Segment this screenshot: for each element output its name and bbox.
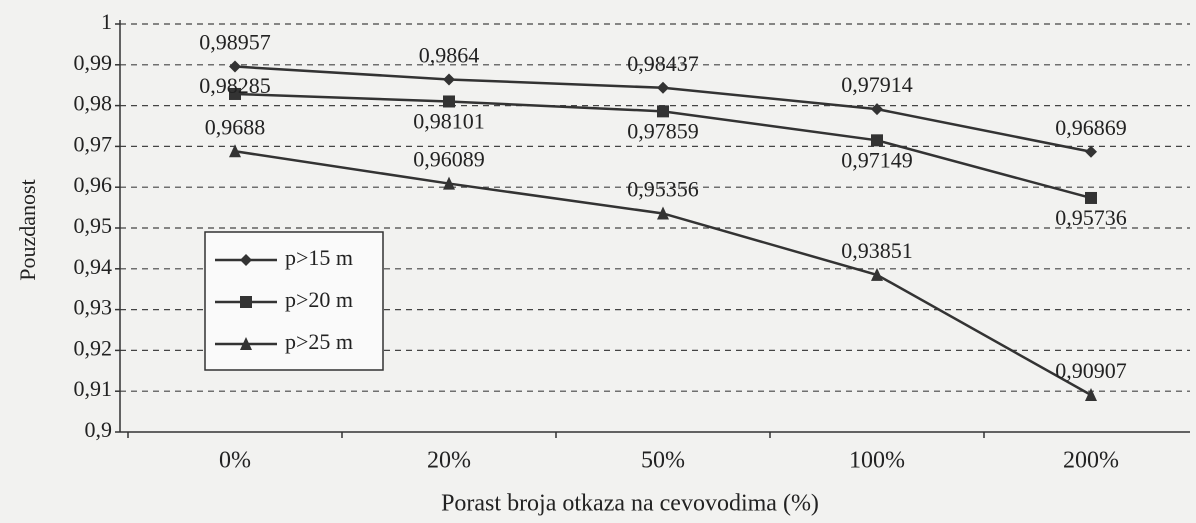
- value-label: 0,9864: [419, 43, 480, 68]
- marker: [240, 337, 252, 350]
- x-tick-label: 200%: [1063, 448, 1119, 474]
- marker: [1085, 145, 1097, 158]
- marker: [443, 176, 455, 190]
- x-tick-label: 50%: [641, 448, 685, 474]
- marker: [657, 105, 669, 118]
- y-tick-label: 0,96: [74, 172, 113, 197]
- x-tick-label: 0%: [219, 448, 251, 474]
- legend-label: p>20 m: [285, 287, 353, 312]
- value-label: 0,98101: [413, 109, 485, 134]
- value-label: 0,95356: [627, 177, 699, 202]
- legend: p>15 m p>20 m p>25 m: [204, 231, 384, 371]
- value-label: 0,97859: [627, 118, 699, 143]
- value-label: 0,95736: [1055, 205, 1127, 230]
- y-tick-label: 0,92: [74, 335, 113, 360]
- marker: [229, 144, 241, 158]
- value-label: 0,98437: [627, 51, 699, 76]
- x-tick-label: 20%: [427, 448, 471, 474]
- y-tick-label: 0,97: [74, 131, 113, 156]
- marker: [443, 95, 455, 108]
- y-tick-label: 0,98: [74, 91, 113, 116]
- legend-label: p>15 m: [285, 245, 353, 270]
- marker: [1085, 387, 1097, 401]
- x-axis-label: Porast broja otkaza na cevovodima (%): [441, 491, 819, 517]
- legend-label: p>25 m: [285, 329, 353, 354]
- marker: [240, 254, 252, 266]
- y-tick-label: 0,94: [74, 254, 113, 279]
- marker: [871, 267, 883, 281]
- value-label: 0,90907: [1055, 358, 1127, 383]
- x-tick-label: 100%: [849, 448, 905, 474]
- value-label: 0,9688: [205, 114, 266, 139]
- marker: [443, 73, 455, 86]
- value-label: 0,96089: [413, 147, 485, 172]
- y-tick-label: 0,9: [85, 417, 113, 442]
- marker: [229, 87, 241, 100]
- marker: [871, 134, 883, 147]
- marker: [657, 206, 669, 220]
- y-tick-label: 1: [101, 9, 112, 34]
- value-label: 0,97149: [841, 147, 913, 172]
- y-tick-label: 0,95: [74, 213, 113, 238]
- marker: [1085, 191, 1097, 204]
- y-axis-label: Pouzdanost: [15, 179, 40, 280]
- value-label: 0,96869: [1055, 115, 1127, 140]
- value-label: 0,98957: [199, 30, 271, 55]
- y-tick-label: 0,91: [74, 376, 113, 401]
- marker: [871, 103, 883, 116]
- value-label: 0,98285: [199, 73, 271, 98]
- y-tick-label: 0,93: [74, 295, 113, 320]
- marker: [240, 296, 252, 308]
- value-label: 0,97914: [841, 72, 913, 97]
- marker: [229, 60, 241, 73]
- y-tick-label: 0,99: [74, 50, 113, 75]
- value-label: 0,93851: [841, 238, 913, 263]
- marker: [657, 81, 669, 94]
